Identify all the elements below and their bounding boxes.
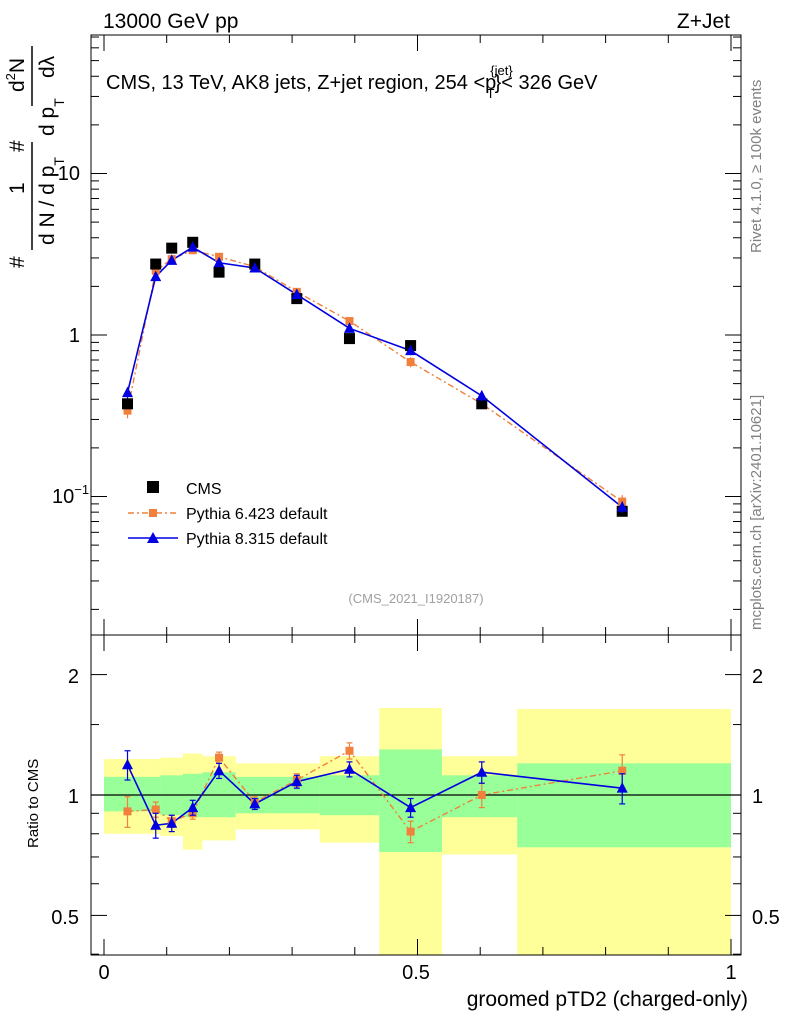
- ytick-label-10: 10: [58, 163, 80, 185]
- svg-text:dλ: dλ: [36, 55, 59, 78]
- legend-marker-cms: [147, 481, 159, 493]
- cms-point: [166, 242, 178, 254]
- cms-point: [122, 398, 134, 410]
- pythia8-point: [150, 270, 162, 282]
- pythia8-point: [616, 501, 628, 512]
- ratio-pythia8-point: [122, 758, 134, 770]
- watermark: (CMS_2021_I1920187): [348, 591, 483, 606]
- ylabel-numerator: d2N: [3, 58, 29, 92]
- main-curves: [126, 246, 623, 508]
- ratio-ylabel: Ratio to CMS: [25, 759, 42, 848]
- pythia8-point: [122, 386, 134, 398]
- ratio-ytick-0p5-right: 0.5: [752, 907, 780, 929]
- main-ylabel: # 1 d N / d pT # d pT d2N dλ: [3, 46, 67, 268]
- ratio-pythia6-point: [406, 827, 415, 836]
- ytick-label-1: 1: [69, 325, 80, 347]
- cms-point: [150, 258, 162, 270]
- ratio-ytick-2-right: 2: [752, 666, 763, 688]
- ratio-pythia8-point: [291, 775, 303, 787]
- ratio-pythia6-point: [618, 766, 627, 775]
- legend-label-pythia8: Pythia 8.315 default: [186, 531, 328, 548]
- ratio-frame: [90, 634, 742, 956]
- pythia6-point: [123, 406, 132, 415]
- ratio-pythia6-point: [123, 807, 132, 816]
- ratio-ytick-1: 1: [68, 786, 79, 808]
- pythia8-point: [187, 241, 199, 252]
- plot-title: CMS, 13 TeV, AK8 jets, Z+jet region, 254…: [106, 63, 598, 101]
- xtick-label-0: 0: [98, 962, 109, 984]
- ratio-pythia6-line: [127, 749, 623, 833]
- pythia6-point: [345, 317, 354, 326]
- pythia8-point: [213, 256, 225, 268]
- legend: CMS Pythia 6.423 default Pythia 8.315 de…: [128, 481, 328, 548]
- ratio-ticks: [91, 635, 741, 955]
- cms-point: [343, 333, 355, 345]
- cms-point: [476, 398, 488, 410]
- ratio-bands: [104, 708, 731, 955]
- ratio-pythia6-point: [477, 791, 486, 799]
- rivet-label: Rivet 4.1.0, ≥ 100k events: [748, 80, 765, 253]
- pythia6-point: [406, 358, 415, 367]
- xtick-label-1: 1: [725, 962, 736, 984]
- ratio-pythia8-point: [187, 801, 199, 813]
- ratio-points: [122, 742, 628, 844]
- ratio-pythia8-point: [166, 817, 178, 828]
- legend-marker-pythia8: [147, 532, 159, 543]
- mcplots-label: mcplots.cern.ch [arXiv:2401.10621]: [748, 395, 765, 630]
- main-points: [122, 236, 628, 517]
- pythia8-point: [343, 322, 355, 333]
- ratio-ytick-2: 2: [68, 666, 79, 688]
- header-right: Z+Jet: [677, 10, 730, 33]
- pythia8-point: [291, 288, 303, 300]
- svg-text:#: #: [6, 140, 29, 152]
- ylabel-denominator: d N / d pT: [36, 157, 67, 245]
- xtick-label-0p5: 0.5: [402, 962, 430, 984]
- main-panel: 10 1 10−1 CMS, 13 TeV, AK8 jets, Z+jet r…: [52, 34, 742, 636]
- ratio-pythia8-point: [343, 763, 355, 774]
- ratio-ytick-0p5: 0.5: [51, 907, 79, 929]
- pythia8-point: [476, 389, 488, 401]
- legend-marker-pythia6: [149, 509, 157, 517]
- legend-label-pythia6: Pythia 6.423 default: [186, 506, 328, 523]
- pythia8-point: [166, 254, 178, 265]
- ratio-pythia6-point: [345, 746, 354, 755]
- ylabel-dpt: d pT: [36, 98, 67, 136]
- ytick-label-0p1: 10−1: [52, 482, 89, 508]
- pythia8-line: [126, 246, 623, 508]
- pythia8-point: [405, 344, 417, 356]
- ratio-pythia6-point: [151, 805, 160, 814]
- cms-point: [213, 266, 225, 278]
- pythia8-point: [249, 261, 261, 273]
- svg-text:1: 1: [6, 182, 29, 194]
- legend-label-cms: CMS: [186, 481, 222, 498]
- ratio-pythia8-point: [405, 801, 417, 813]
- ratio-pythia8-point: [213, 764, 225, 776]
- ratio-ytick-1-right: 1: [752, 786, 763, 808]
- ratio-pythia8-point: [476, 766, 488, 777]
- main-ticks: [91, 35, 741, 635]
- ratio-pythia8-point: [150, 819, 162, 830]
- ratio-panel: 2 1 0.5 2 1 0.5 0 0.5 1 Ratio to CMS gro…: [25, 634, 780, 1011]
- svg-text:#: #: [6, 256, 29, 268]
- ratio-band-inner: [517, 763, 731, 848]
- xlabel: groomed pTD2 (charged-only): [467, 988, 748, 1011]
- header-left: 13000 GeV pp: [103, 10, 238, 33]
- ratio-pythia8-point: [616, 782, 628, 793]
- ratio-band-inner: [151, 776, 161, 812]
- pythia6-line: [126, 249, 623, 503]
- ratio-pythia6-point: [215, 753, 224, 762]
- ratio-pythia8-point: [249, 797, 261, 809]
